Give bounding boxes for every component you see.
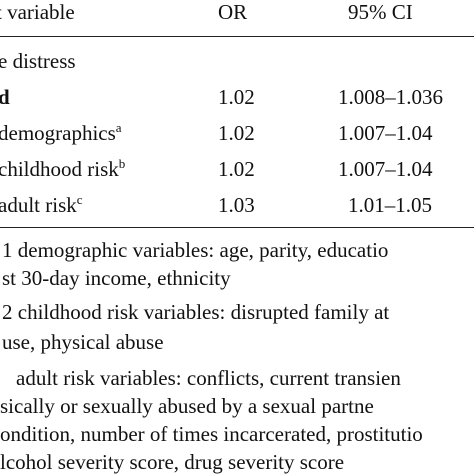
footnote-mark: a: [115, 120, 122, 135]
footnote-line: 1 demographic variables: age, parity, ed…: [2, 238, 389, 262]
header-cell: t variable: [0, 0, 75, 24]
footnote-line: ondition, number of times incarcerated, …: [0, 422, 423, 446]
or-cell: 1.02: [218, 85, 255, 109]
row-label: d: [0, 85, 10, 109]
footnote-line: st 30-day income, ethnicity: [2, 266, 231, 290]
row-label-text: demographics: [0, 121, 116, 145]
or-cell: 1.02: [218, 121, 255, 145]
row-label: demographicsa: [0, 121, 122, 145]
footnote-line: 2 childhood risk variables: disrupted fa…: [2, 300, 390, 324]
header-cell: 95% CI: [348, 0, 413, 24]
row-label-text: childhood risk: [0, 157, 119, 181]
ci-cell: 1.008–1.036: [338, 85, 443, 109]
or-cell: 1.02: [218, 157, 255, 181]
rule: [0, 227, 474, 228]
rule: [0, 36, 474, 37]
footnote-mark: c: [76, 192, 83, 207]
footnote-line: adult risk variables: conflicts, current…: [16, 366, 401, 390]
header-cell: OR: [218, 0, 248, 24]
footnote-line: use, physical abuse: [2, 330, 164, 354]
footnote-line: sically or sexually abused by a sexual p…: [0, 394, 374, 418]
ci-cell: 1.007–1.04: [338, 157, 433, 181]
ci-cell: 1.007–1.04: [338, 121, 433, 145]
ci-cell: 1.01–1.05: [348, 193, 432, 217]
footnote-mark: b: [118, 156, 126, 171]
row-label: adult riskc: [0, 193, 83, 217]
section-label: e distress: [0, 49, 76, 73]
row-label-text: adult risk: [0, 193, 77, 217]
row-label: childhood riskb: [0, 157, 125, 181]
or-cell: 1.03: [218, 193, 255, 217]
footnote-line: lcohol severity score, drug severity sco…: [0, 450, 345, 474]
